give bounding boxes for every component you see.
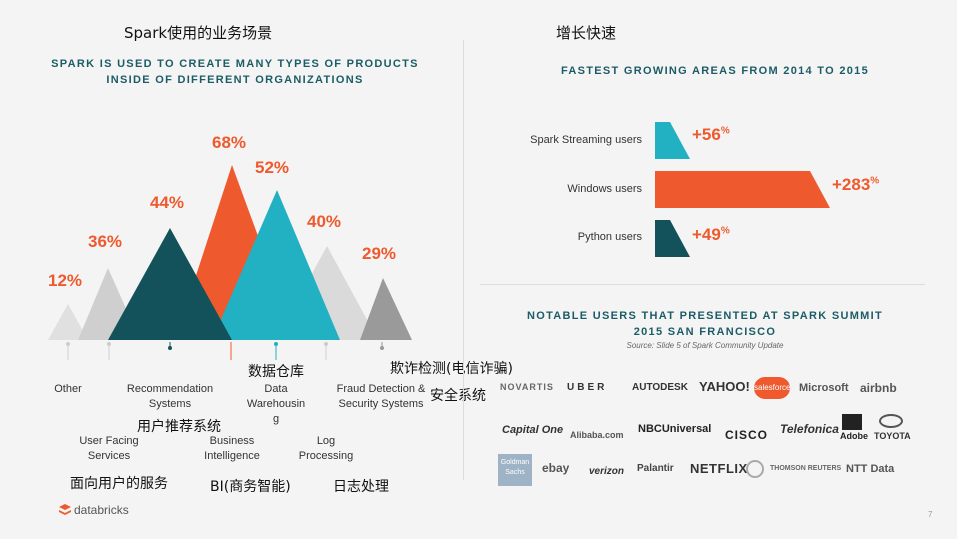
logo-capital-one: Capital One (502, 424, 564, 436)
peak-other (48, 304, 88, 340)
users-header-line-1: NOTABLE USERS THAT PRESENTED AT SPARK SU… (526, 310, 884, 322)
left-chinese-title: Spark使用的业务场景 (124, 24, 273, 42)
pct-business-intelligence: 68% (212, 133, 247, 152)
logo-airbnb: airbnb (860, 381, 897, 395)
logo-ntt-data: NTT Data (846, 463, 895, 475)
zh-bi: BI(商务智能) (210, 479, 291, 495)
pct-log-processing: 40% (307, 212, 342, 231)
logo-verizon: verizon (589, 466, 625, 477)
zh-security: 安全系统 (430, 388, 486, 404)
databricks-logo-icon (58, 503, 72, 517)
bar-label-streaming: Spark Streaming users (530, 134, 642, 146)
logo-adobe: Adobe (840, 431, 868, 441)
bar-streaming (655, 122, 690, 159)
logo-novartis: NOVARTIS (500, 382, 554, 392)
logo-thomson-reuters: THOMSON REUTERS (770, 465, 842, 472)
peak-data-warehousing (212, 190, 340, 340)
zh-log: 日志处理 (333, 479, 389, 495)
logo-microsoft: Microsoft (799, 382, 849, 394)
adobe-mark-icon (842, 414, 862, 430)
cat-data-warehousing: Data Warehousin g (240, 382, 312, 427)
thomson-reuters-mark-icon (746, 460, 764, 478)
gain-streaming: +56% (692, 125, 730, 144)
cat-recommendation-line-2: Systems (148, 398, 192, 410)
logo-cisco: CISCO (725, 428, 769, 442)
cat-recommendation-line-1: Recommendation (126, 383, 214, 395)
bar-windows (655, 171, 830, 208)
zh-recommendation: 用户推荐系统 (137, 419, 221, 435)
gain-python: +49% (692, 225, 730, 244)
logo-ebay: ebay (542, 461, 570, 475)
mountain-chart (48, 165, 412, 360)
cat-log-processing: Log Processing (290, 434, 362, 464)
cat-other: Other (54, 383, 82, 395)
cat-bi-line-1: Business (209, 435, 255, 447)
cat-user-facing-line-2: Services (87, 450, 131, 462)
cat-business-intelligence: Business Intelligence (196, 434, 268, 464)
logo-uber: UBER (567, 382, 608, 393)
cat-log-line-2: Processing (298, 450, 354, 462)
source-note: Source: Slide 5 of Spark Community Updat… (626, 341, 784, 350)
cat-log-line-1: Log (316, 435, 336, 447)
cat-user-facing-line-1: User Facing (79, 435, 139, 447)
logo-yahoo: YAHOO! (699, 379, 750, 394)
pct-user-facing: 36% (88, 232, 123, 251)
cat-user-facing: User Facing Services (70, 434, 148, 464)
users-header: NOTABLE USERS THAT PRESENTED AT SPARK SU… (520, 308, 890, 340)
bar-label-python: Python users (577, 231, 642, 243)
left-header-line-2: INSIDE OF DIFFERENT ORGANIZATIONS (106, 74, 364, 86)
logo-palantir: Palantir (637, 463, 674, 474)
vertical-divider (463, 40, 464, 480)
zh-fraud: 欺诈检测(电信诈骗) (390, 361, 513, 377)
pct-fraud: 29% (362, 244, 397, 263)
cat-bi-line-2: Intelligence (204, 450, 260, 462)
cat-dw-line-3: g (272, 413, 280, 425)
logo-goldman-sachs: Goldman Sachs (498, 454, 532, 486)
zh-user-facing: 面向用户的服务 (70, 476, 168, 492)
zh-data-warehousing: 数据仓库 (248, 364, 304, 380)
horizontal-divider (480, 284, 925, 285)
pct-other: 12% (48, 271, 83, 290)
cat-dw-line-2: Warehousin (246, 398, 306, 410)
peak-fraud (360, 278, 412, 340)
logo-alibaba: Alibaba.com (570, 430, 624, 440)
footer-brand: databricks (74, 503, 129, 517)
logo-salesforce: salesforce (754, 377, 790, 399)
cat-fraud: Fraud Detection & Security Systems (334, 382, 428, 412)
cat-fraud-line-1: Fraud Detection & (336, 383, 426, 395)
cat-fraud-line-2: Security Systems (338, 398, 424, 410)
left-header-line-1: SPARK IS USED TO CREATE MANY TYPES OF PR… (51, 58, 419, 70)
logo-netflix: NETFLIX (690, 461, 748, 476)
bar-python (655, 220, 690, 257)
pct-recommendation: 44% (150, 193, 185, 212)
gain-windows: +283% (832, 175, 880, 194)
left-header: SPARK IS USED TO CREATE MANY TYPES OF PR… (40, 56, 430, 88)
bar-label-windows: Windows users (567, 183, 642, 195)
page-number: 7 (928, 510, 933, 519)
right-header: FASTEST GROWING AREAS FROM 2014 TO 2015 (560, 65, 870, 77)
peak-recommendation (108, 228, 232, 340)
growth-bars (655, 122, 830, 257)
logo-autodesk: AUTODESK (632, 382, 688, 393)
cat-dw-line-1: Data (264, 383, 288, 395)
logo-toyota: TOYOTA (874, 431, 911, 441)
cat-recommendation: Recommendation Systems (120, 382, 220, 412)
toyota-mark-icon (879, 414, 903, 428)
logo-nbcuniversal: NBCUniversal (638, 423, 712, 435)
right-chinese-title: 增长快速 (556, 24, 617, 42)
users-header-line-2: 2015 SAN FRANCISCO (633, 326, 777, 338)
logo-telefonica: Telefonica (780, 422, 839, 436)
pct-data-warehousing: 52% (255, 158, 290, 177)
